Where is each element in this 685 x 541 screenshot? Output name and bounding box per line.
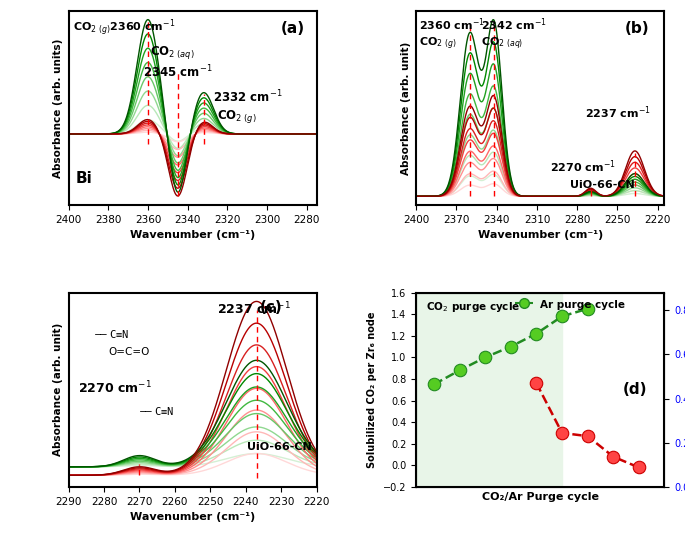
- Text: CO$_{2\ (aq)}$: CO$_{2\ (aq)}$: [151, 44, 195, 61]
- Text: UiO-66-CN: UiO-66-CN: [247, 442, 312, 452]
- X-axis label: CO₂/Ar Purge cycle: CO₂/Ar Purge cycle: [482, 492, 599, 503]
- Y-axis label: Absorbance (arb. unit): Absorbance (arb. unit): [53, 323, 63, 457]
- Text: 2342 cm$^{-1}$: 2342 cm$^{-1}$: [481, 17, 547, 33]
- Text: 2270 cm$^{-1}$: 2270 cm$^{-1}$: [550, 159, 616, 175]
- Text: Bi: Bi: [76, 171, 92, 186]
- Text: (a): (a): [280, 21, 304, 36]
- Y-axis label: Solubilized CO₂ per Zr₆ node: Solubilized CO₂ per Zr₆ node: [367, 312, 377, 468]
- Text: 2270 cm$^{-1}$: 2270 cm$^{-1}$: [78, 380, 152, 397]
- Text: 2237 cm$^{-1}$: 2237 cm$^{-1}$: [585, 104, 651, 121]
- Y-axis label: Absorbance (arb. units): Absorbance (arb. units): [53, 38, 63, 177]
- Text: CO$_{2\ (g)}$: CO$_{2\ (g)}$: [419, 36, 456, 52]
- Text: $-\!\!\!-$C≡N: $-\!\!\!-$C≡N: [138, 405, 175, 417]
- Text: $-\!\!\!-$C≡N: $-\!\!\!-$C≡N: [93, 327, 130, 340]
- Text: Ar purge cycle: Ar purge cycle: [540, 300, 625, 311]
- Text: CO$_{2\ (g)}$: CO$_{2\ (g)}$: [217, 108, 257, 125]
- X-axis label: Wavenumber (cm⁻¹): Wavenumber (cm⁻¹): [130, 230, 256, 240]
- Y-axis label: Absorbance (arb. unit): Absorbance (arb. unit): [401, 41, 410, 175]
- Text: 2345 cm$^{-1}$: 2345 cm$^{-1}$: [143, 63, 212, 80]
- Text: (b): (b): [625, 21, 649, 36]
- Text: UiO-66-CN: UiO-66-CN: [570, 180, 635, 190]
- Text: 2332 cm$^{-1}$: 2332 cm$^{-1}$: [212, 89, 282, 105]
- Text: CO$_2$ purge cycle: CO$_2$ purge cycle: [426, 300, 521, 314]
- Text: (c): (c): [260, 300, 282, 315]
- X-axis label: Wavenumber (cm⁻¹): Wavenumber (cm⁻¹): [130, 512, 256, 522]
- Text: CO$_{2\ (aq)}$: CO$_{2\ (aq)}$: [481, 36, 523, 52]
- Text: (d): (d): [623, 382, 647, 397]
- Text: 2237 cm$^{-1}$: 2237 cm$^{-1}$: [217, 300, 291, 317]
- Text: CO$_{2\ (g)}$2360 cm$^{-1}$: CO$_{2\ (g)}$2360 cm$^{-1}$: [73, 17, 176, 38]
- Text: 2360 cm$^{-1}$: 2360 cm$^{-1}$: [419, 17, 484, 33]
- Text: O=C=O: O=C=O: [108, 347, 149, 357]
- Bar: [414, 287, 562, 487]
- X-axis label: Wavenumber (cm⁻¹): Wavenumber (cm⁻¹): [477, 230, 603, 240]
